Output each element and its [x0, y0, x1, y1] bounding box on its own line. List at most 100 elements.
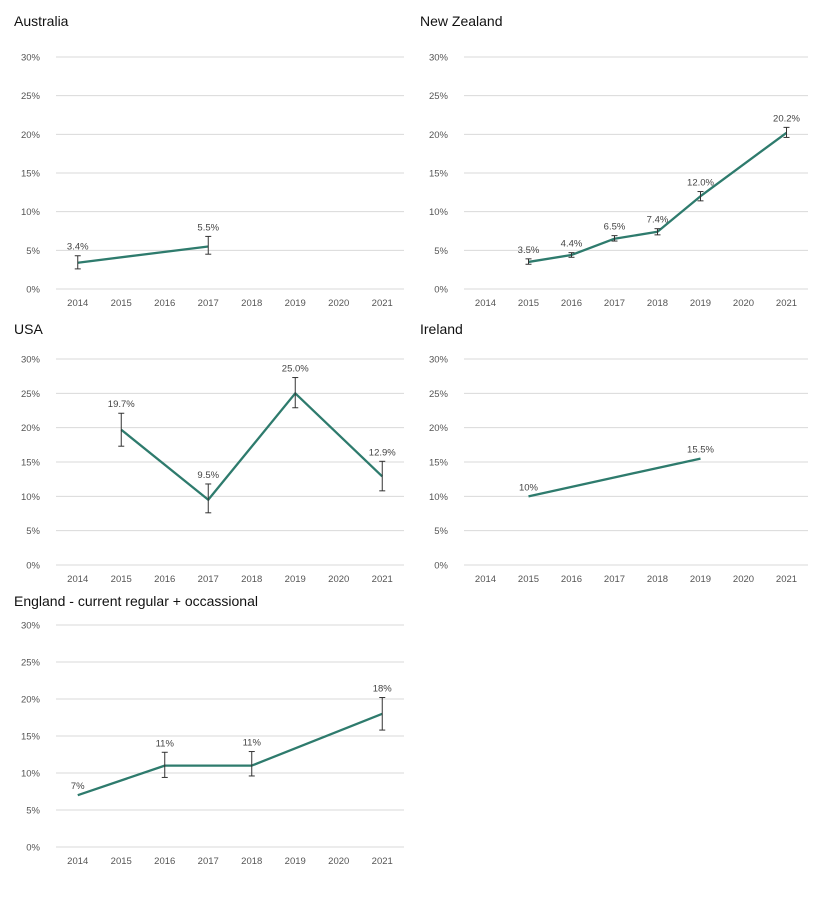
x-tick-label: 2014: [67, 574, 88, 585]
y-tick-label: 0%: [26, 561, 40, 572]
series-line: [120, 392, 384, 501]
data-label: 9.5%: [197, 470, 219, 481]
x-tick-label: 2017: [604, 574, 625, 585]
data-label: 15.5%: [687, 445, 714, 456]
y-tick-label: 20%: [21, 423, 41, 434]
x-tick-label: 2019: [690, 574, 711, 585]
x-tick-label: 2018: [647, 574, 668, 585]
y-tick-label: 10%: [429, 207, 449, 218]
data-label: 12.0%: [687, 178, 714, 189]
data-label: 20.2%: [773, 113, 800, 124]
y-tick-label: 30%: [21, 53, 41, 64]
chart-svg: 0% 5% 10% 15% 20% 25% 30% 2014 2015 2016 2017 2018 2…: [21, 355, 404, 585]
chart-svg: 0% 5% 10% 15% 20% 25% 30% 2014 2015 2016 2017 2018 2…: [21, 53, 404, 309]
y-tick-label: 20%: [21, 130, 41, 141]
data-label: 25.0%: [282, 364, 309, 375]
x-tick-label: 2018: [241, 298, 262, 309]
data-label: 6.5%: [604, 222, 626, 233]
x-tick-label: 2016: [154, 298, 175, 309]
y-tick-label: 10%: [429, 492, 449, 503]
x-tick-label: 2019: [690, 298, 711, 309]
y-tick-label: 15%: [21, 458, 41, 469]
y-tick-label: 30%: [21, 355, 41, 366]
y-tick-label: 0%: [434, 561, 448, 572]
x-tick-label: 2015: [111, 856, 132, 867]
data-label: 19.7%: [108, 399, 135, 410]
x-tick-label: 2016: [561, 574, 582, 585]
x-tick-label: 2019: [285, 856, 306, 867]
data-label: 10%: [519, 482, 539, 493]
y-tick-label: 30%: [21, 621, 41, 632]
chart-svg: 0% 5% 10% 15% 20% 25% 30% 2014 2015 2016 2017 2018 2…: [429, 53, 808, 309]
chart-title: Ireland: [420, 321, 463, 337]
chart-panel-usa: USA 0% 5% 10% 15% 20% 25% 30% 2014 2015 2016 2017 2…: [14, 321, 414, 589]
x-tick-label: 2017: [604, 298, 625, 309]
y-tick-label: 15%: [429, 458, 449, 469]
y-tick-label: 30%: [429, 355, 449, 366]
x-tick-label: 2014: [67, 856, 88, 867]
chart-svg: 0% 5% 10% 15% 20% 25% 30% 2014 2015 2016 2017 2018 2…: [429, 355, 808, 585]
y-tick-label: 30%: [429, 53, 449, 64]
chart-title: New Zealand: [420, 13, 503, 29]
x-tick-label: 2018: [647, 298, 668, 309]
chart-panel-new-zealand: New Zealand 0% 5% 10% 15% 20% 25% 30% 2014 2015 2…: [420, 13, 820, 313]
y-tick-label: 20%: [21, 695, 41, 706]
x-tick-label: 2018: [241, 856, 262, 867]
x-tick-label: 2019: [285, 298, 306, 309]
y-tick-label: 25%: [429, 91, 449, 102]
y-tick-label: 0%: [26, 285, 40, 296]
y-tick-label: 10%: [21, 769, 41, 780]
x-tick-label: 2020: [733, 298, 754, 309]
x-tick-label: 2021: [372, 574, 393, 585]
y-tick-label: 5%: [26, 246, 40, 257]
chart-title: Australia: [14, 13, 69, 29]
x-tick-label: 2015: [111, 574, 132, 585]
data-label: 7.4%: [647, 215, 669, 226]
data-label: 11%: [156, 738, 175, 749]
data-label: 3.5%: [518, 245, 540, 256]
y-tick-label: 20%: [429, 423, 449, 434]
x-tick-label: 2015: [518, 574, 539, 585]
data-label: 3.4%: [67, 242, 89, 253]
x-tick-label: 2014: [475, 298, 496, 309]
x-tick-label: 2021: [372, 856, 393, 867]
x-tick-label: 2016: [561, 298, 582, 309]
y-tick-label: 5%: [434, 246, 448, 257]
chart-panel-australia: Australia 0% 5% 10% 15% 20% 25% 30% 2014 2015 201…: [14, 13, 414, 313]
x-tick-label: 2015: [111, 298, 132, 309]
data-label: 11%: [243, 738, 262, 749]
series-line: [77, 712, 383, 797]
x-tick-label: 2021: [372, 298, 393, 309]
x-tick-label: 2020: [328, 298, 349, 309]
y-tick-label: 20%: [429, 130, 449, 141]
y-tick-label: 0%: [26, 843, 40, 854]
x-tick-label: 2021: [776, 298, 797, 309]
chart-svg: 0% 5% 10% 15% 20% 25% 30% 2014 2015 2016 2017 2018 2…: [21, 621, 404, 867]
data-label: 18%: [373, 684, 393, 695]
x-tick-label: 2020: [328, 574, 349, 585]
chart-title: USA: [14, 321, 43, 337]
x-tick-label: 2019: [285, 574, 306, 585]
chart-panel-ireland: Ireland 0% 5% 10% 15% 20% 25% 30% 2014 2015 2016 2…: [420, 321, 820, 589]
x-tick-label: 2015: [518, 298, 539, 309]
data-label: 12.9%: [369, 447, 396, 458]
x-tick-label: 2017: [198, 298, 219, 309]
x-tick-label: 2017: [198, 856, 219, 867]
x-tick-label: 2014: [67, 298, 88, 309]
y-tick-label: 5%: [434, 526, 448, 537]
y-tick-label: 25%: [429, 389, 449, 400]
y-tick-label: 25%: [21, 389, 41, 400]
y-tick-label: 5%: [26, 526, 40, 537]
x-tick-label: 2014: [475, 574, 496, 585]
x-tick-label: 2020: [733, 574, 754, 585]
chart-title: England - current regular + occassional: [14, 593, 258, 609]
series-line: [528, 457, 701, 498]
data-label: 4.4%: [561, 239, 583, 250]
y-tick-label: 15%: [21, 169, 41, 180]
x-tick-label: 2016: [154, 574, 175, 585]
chart-panel-england: England - current regular + occassional …: [14, 593, 414, 871]
y-tick-label: 5%: [26, 806, 40, 817]
y-tick-label: 10%: [21, 207, 41, 218]
y-tick-label: 15%: [21, 732, 41, 743]
y-tick-label: 25%: [21, 658, 41, 669]
